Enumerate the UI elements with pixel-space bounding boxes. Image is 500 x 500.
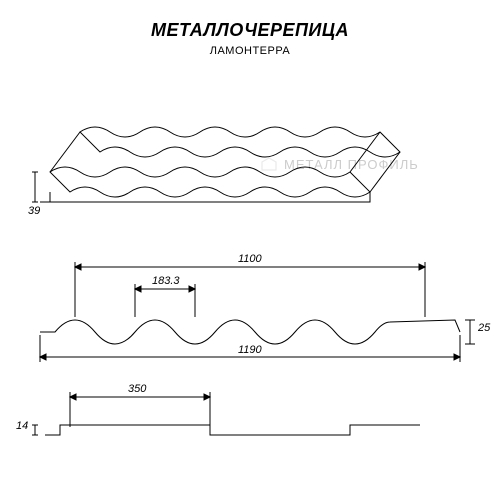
dim-350: 350 [128, 383, 146, 395]
sub-title: ЛАМОНТЕРРА [0, 45, 500, 57]
dim-14: 14 [16, 420, 28, 432]
main-title: МЕТАЛЛОЧЕРЕПИЦА [0, 20, 500, 41]
diagram-area: 39 1100 [0, 57, 500, 477]
title-block: МЕТАЛЛОЧЕРЕПИЦА ЛАМОНТЕРРА [0, 0, 500, 57]
step-drawing [0, 57, 500, 477]
